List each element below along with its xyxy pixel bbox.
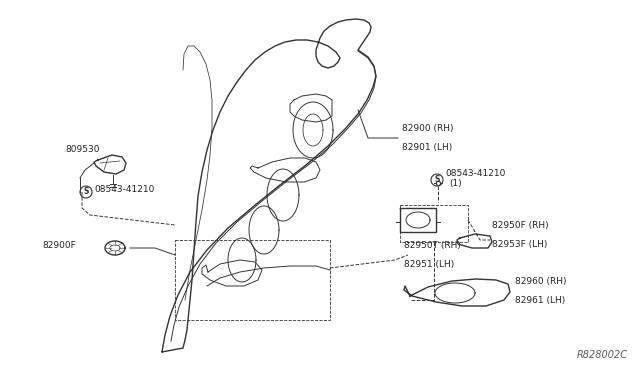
Text: 82950T (RH): 82950T (RH): [404, 241, 461, 250]
Text: S: S: [83, 187, 89, 196]
Text: 82900F: 82900F: [42, 241, 76, 250]
Text: 82960 (RH): 82960 (RH): [515, 277, 566, 286]
Text: S: S: [435, 176, 440, 185]
Text: 82901 (LH): 82901 (LH): [402, 143, 452, 152]
Text: 08543-41210: 08543-41210: [445, 169, 506, 178]
Text: R828002C: R828002C: [577, 350, 628, 360]
Text: 82953F (LH): 82953F (LH): [492, 240, 547, 249]
Text: 809530: 809530: [65, 145, 99, 154]
Text: 82951 (LH): 82951 (LH): [404, 260, 454, 269]
Text: 82961 (LH): 82961 (LH): [515, 296, 565, 305]
Text: 08543-41210: 08543-41210: [94, 186, 154, 195]
Text: (1): (1): [449, 179, 461, 188]
Text: 82900 (RH): 82900 (RH): [402, 124, 454, 133]
Text: 82950F (RH): 82950F (RH): [492, 221, 548, 230]
